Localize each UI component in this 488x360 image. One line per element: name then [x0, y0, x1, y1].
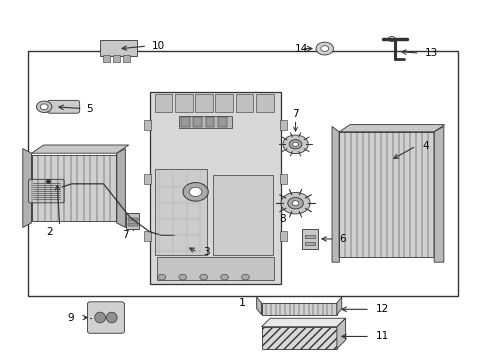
Bar: [261, 303, 336, 315]
Circle shape: [200, 274, 207, 280]
Polygon shape: [433, 126, 443, 262]
Circle shape: [320, 46, 328, 51]
Circle shape: [283, 135, 307, 154]
Bar: [280, 120, 286, 130]
Text: 4: 4: [421, 141, 427, 151]
Bar: [174, 94, 192, 112]
Bar: [339, 132, 433, 257]
Bar: [280, 174, 286, 184]
Bar: [143, 231, 150, 241]
Ellipse shape: [106, 312, 117, 323]
Circle shape: [315, 42, 333, 55]
Text: 3: 3: [203, 247, 209, 257]
Text: 7: 7: [122, 230, 128, 240]
Bar: [149, 93, 281, 284]
Circle shape: [287, 198, 303, 209]
Bar: [174, 229, 192, 241]
FancyBboxPatch shape: [29, 179, 64, 203]
Bar: [31, 155, 116, 221]
Bar: [154, 169, 206, 255]
Bar: [181, 231, 185, 239]
Bar: [157, 257, 273, 280]
Bar: [217, 117, 226, 127]
Bar: [113, 55, 120, 63]
Bar: [28, 51, 458, 296]
Bar: [302, 229, 317, 249]
Circle shape: [40, 104, 48, 110]
Text: 9: 9: [67, 312, 74, 323]
Bar: [100, 40, 136, 56]
Circle shape: [291, 201, 298, 206]
FancyBboxPatch shape: [47, 100, 80, 113]
Bar: [181, 117, 190, 127]
Polygon shape: [116, 149, 125, 228]
Bar: [176, 231, 180, 239]
Polygon shape: [23, 149, 31, 228]
Circle shape: [220, 274, 228, 280]
Bar: [127, 222, 137, 226]
Bar: [143, 120, 150, 130]
Polygon shape: [339, 125, 444, 132]
Bar: [215, 94, 233, 112]
Text: 13: 13: [424, 48, 437, 58]
Text: 5: 5: [86, 104, 93, 113]
Polygon shape: [336, 318, 345, 348]
Bar: [103, 55, 110, 63]
FancyBboxPatch shape: [87, 302, 124, 333]
Bar: [122, 55, 129, 63]
Polygon shape: [256, 297, 261, 315]
Bar: [193, 117, 202, 127]
Polygon shape: [331, 126, 339, 262]
Bar: [143, 174, 150, 184]
Circle shape: [183, 183, 208, 201]
Bar: [280, 231, 286, 241]
Text: 1: 1: [238, 298, 245, 308]
Bar: [195, 94, 212, 112]
Text: 7: 7: [292, 109, 298, 119]
Circle shape: [158, 274, 165, 280]
Bar: [255, 94, 273, 112]
Polygon shape: [336, 297, 341, 315]
Bar: [304, 242, 315, 246]
Circle shape: [281, 193, 309, 214]
Text: 8: 8: [279, 214, 285, 224]
Text: 6: 6: [339, 234, 345, 244]
Bar: [127, 217, 137, 221]
Polygon shape: [31, 145, 128, 153]
Bar: [186, 231, 190, 239]
Bar: [261, 327, 336, 348]
Text: 10: 10: [152, 41, 165, 51]
Circle shape: [36, 101, 52, 112]
Circle shape: [179, 274, 186, 280]
Circle shape: [189, 187, 202, 197]
Circle shape: [292, 142, 298, 147]
Bar: [304, 235, 315, 238]
Circle shape: [241, 274, 249, 280]
Circle shape: [387, 36, 394, 41]
Bar: [154, 94, 172, 112]
Text: 11: 11: [375, 332, 388, 342]
Text: 14: 14: [294, 44, 307, 54]
Bar: [205, 117, 214, 127]
Ellipse shape: [95, 312, 105, 323]
Text: 2: 2: [46, 227, 53, 237]
Bar: [179, 116, 232, 128]
Text: 12: 12: [375, 304, 388, 314]
Bar: [235, 94, 253, 112]
Circle shape: [288, 140, 301, 149]
Polygon shape: [261, 318, 345, 327]
Bar: [125, 213, 139, 229]
Bar: [212, 175, 272, 255]
